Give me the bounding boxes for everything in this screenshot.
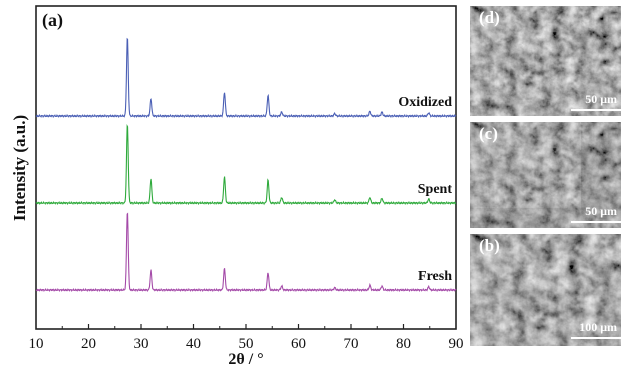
plot-frame xyxy=(35,5,457,330)
tick-layer: 10 20 30 40 50 60 70 80 90 xyxy=(29,324,464,352)
panel-label: (a) xyxy=(42,10,63,31)
sem-image-c: (c) 50 μm xyxy=(470,122,621,228)
scale-bar xyxy=(571,221,621,223)
sem-image-d: (d) 50 μm xyxy=(470,6,621,116)
scale-bar xyxy=(571,337,621,339)
series-spent xyxy=(35,123,457,206)
x-tick-label: 40 xyxy=(186,336,201,352)
x-tick-label: 10 xyxy=(29,336,44,352)
sem-image-b: (b) 100 μm xyxy=(470,234,621,346)
sem-panel-letter: (b) xyxy=(479,236,500,255)
x-tick-label: 90 xyxy=(449,336,464,352)
x-tick-label: 50 xyxy=(239,336,254,352)
scale-bar-label: 100 μm xyxy=(579,320,617,334)
x-axis-title: 2θ / ° xyxy=(228,351,263,368)
scale-bar xyxy=(571,109,621,111)
x-tick-label: 70 xyxy=(344,336,359,352)
sem-texture xyxy=(470,122,621,228)
sem-panel-letter: (d) xyxy=(479,8,500,27)
series-label-oxidized: Oxidized xyxy=(398,95,452,110)
x-tick-label: 80 xyxy=(396,336,411,352)
sem-panel-letter: (c) xyxy=(479,124,498,143)
x-tick-label: 60 xyxy=(291,336,306,352)
sem-texture xyxy=(470,234,621,346)
series-fresh xyxy=(35,212,457,293)
y-axis-title: Intensity (a.u.) xyxy=(10,115,29,221)
scale-bar-label: 50 μm xyxy=(585,92,617,106)
series-label-fresh: Fresh xyxy=(418,269,452,284)
sem-texture xyxy=(470,6,621,116)
series-label-spent: Spent xyxy=(418,182,453,197)
scale-bar-label: 50 μm xyxy=(585,204,617,218)
x-tick-label: 20 xyxy=(81,336,96,352)
series-oxidized xyxy=(35,37,457,119)
x-tick-label: 30 xyxy=(134,336,149,352)
series-layer: Oxidized Spent Fresh xyxy=(35,37,457,293)
